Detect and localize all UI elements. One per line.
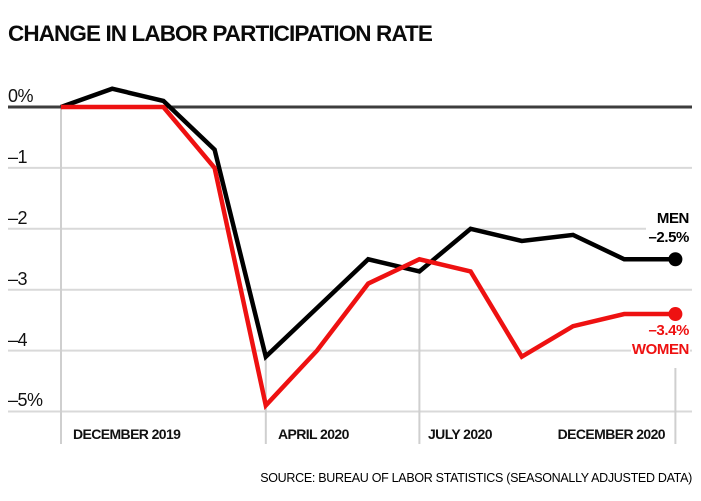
source-credit: SOURCE: BUREAU OF LABOR STATISTICS (SEAS… bbox=[260, 471, 692, 485]
y-axis-label: –4 bbox=[8, 330, 28, 350]
chart-title: CHANGE IN LABOR PARTICIPATION RATE bbox=[8, 21, 433, 46]
y-axis-label: –5% bbox=[8, 390, 43, 410]
x-axis-label: APRIL 2020 bbox=[278, 426, 349, 442]
women-line bbox=[61, 104, 676, 411]
men-series-label: MEN bbox=[655, 210, 690, 227]
y-axis-label: –3 bbox=[8, 269, 28, 289]
y-axis-label: –2 bbox=[8, 208, 28, 228]
men-line bbox=[60, 86, 676, 361]
women-end-dot bbox=[668, 307, 683, 322]
x-axis-label: JULY 2020 bbox=[428, 426, 492, 442]
y-axis-label: –1 bbox=[8, 147, 28, 167]
women-series-label: WOMEN bbox=[630, 341, 690, 358]
men-final-value: –2.5% bbox=[647, 229, 690, 246]
x-axis-label: DECEMBER 2020 bbox=[557, 426, 666, 442]
y-axis-label: 0% bbox=[8, 86, 34, 106]
x-axis-label: DECEMBER 2019 bbox=[73, 426, 181, 442]
men-end-dot bbox=[668, 252, 683, 267]
women-final-value: –3.4% bbox=[647, 322, 690, 339]
